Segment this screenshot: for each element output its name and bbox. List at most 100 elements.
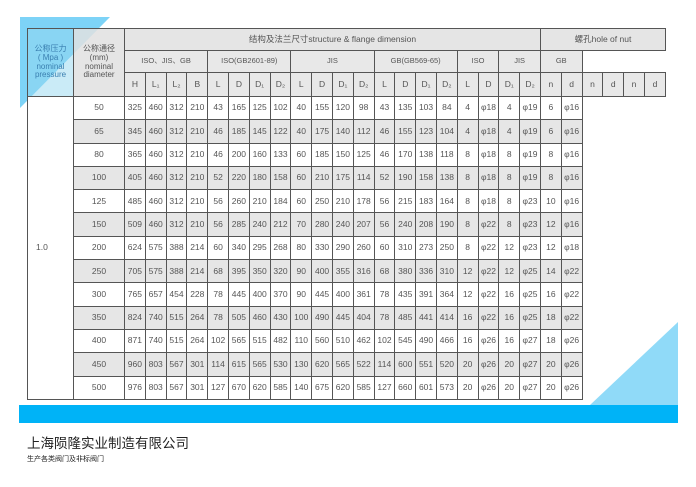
- table-cell: 145: [248, 119, 271, 144]
- table-cell: 600: [394, 352, 417, 377]
- group-header: JIS: [498, 50, 541, 73]
- table-cell: 340: [227, 235, 250, 261]
- table-cell: 110: [290, 328, 313, 354]
- table-cell: 46: [373, 142, 396, 167]
- table-cell: 565: [227, 328, 250, 354]
- table-cell: 551: [415, 352, 437, 377]
- table-cell: 114: [207, 352, 229, 377]
- nominal-diameter-cell: 300: [73, 282, 125, 307]
- table-cell: 405: [124, 165, 146, 191]
- column-header: L: [290, 72, 313, 97]
- table-cell: 705: [124, 259, 146, 284]
- table-cell: 8: [456, 165, 479, 191]
- table-cell: 215: [394, 189, 417, 214]
- table-cell: φ16: [560, 212, 583, 237]
- table-cell: 12: [456, 259, 479, 284]
- table-cell: 16: [456, 328, 479, 354]
- table-cell: 138: [415, 142, 437, 167]
- table-cell: φ18: [560, 235, 583, 261]
- table-cell: 164: [435, 189, 458, 214]
- table-cell: 185: [311, 142, 333, 167]
- table-cell: 615: [227, 352, 250, 377]
- table-cell: 150: [331, 142, 354, 167]
- table-cell: 210: [186, 119, 209, 144]
- table-cell: 264: [186, 305, 209, 330]
- column-header: D: [311, 72, 333, 97]
- table-cell: φ26: [560, 352, 583, 377]
- table-cell: 960: [124, 352, 146, 377]
- header-structure: 结构及法兰尺寸structure & flange dimension: [124, 28, 541, 51]
- table-cell: φ16: [560, 95, 583, 121]
- table-cell: 104: [435, 119, 458, 144]
- table-cell: 155: [394, 119, 417, 144]
- table-cell: 16: [456, 305, 479, 330]
- table-cell: 370: [269, 282, 292, 307]
- table-cell: 46: [373, 119, 396, 144]
- table-cell: 214: [186, 259, 209, 284]
- table-cell: 8: [498, 212, 521, 237]
- table-cell: 460: [144, 165, 167, 191]
- column-header: n: [623, 72, 645, 97]
- table-cell: 657: [144, 282, 167, 307]
- table-cell: 178: [352, 189, 375, 214]
- table-cell: 56: [207, 189, 229, 214]
- table-cell: 20: [539, 352, 562, 377]
- table-cell: 250: [311, 189, 333, 214]
- table-cell: 123: [415, 119, 437, 144]
- table-cell: 60: [207, 235, 229, 261]
- table-cell: 445: [227, 282, 250, 307]
- nominal-diameter-cell: 80: [73, 142, 125, 167]
- table-cell: 312: [165, 95, 188, 121]
- table-cell: 52: [373, 165, 396, 191]
- table-cell: 400: [331, 282, 354, 307]
- table-cell: φ27: [519, 328, 541, 354]
- table-cell: 112: [352, 119, 375, 144]
- table-cell: 414: [435, 305, 458, 330]
- table-cell: φ19: [519, 95, 541, 121]
- table-cell: φ23: [519, 212, 541, 237]
- table-cell: φ26: [477, 352, 500, 377]
- table-cell: 620: [311, 352, 333, 377]
- table-cell: 312: [165, 212, 188, 237]
- table-cell: 68: [373, 259, 396, 284]
- table-cell: 200: [227, 142, 250, 167]
- table-cell: 6: [539, 119, 562, 144]
- table-cell: 803: [144, 375, 167, 400]
- table-cell: 80: [290, 235, 313, 261]
- table-cell: φ22: [560, 305, 583, 330]
- table-cell: 114: [373, 352, 396, 377]
- table-cell: 4: [456, 95, 479, 121]
- table-cell: 620: [248, 375, 271, 400]
- table-cell: 70: [290, 212, 313, 237]
- column-header: D₁: [331, 72, 354, 97]
- table-cell: 290: [331, 235, 354, 261]
- footer-accent-bar: [19, 405, 678, 423]
- table-cell: φ22: [560, 282, 583, 307]
- table-cell: 118: [435, 142, 458, 167]
- table-cell: 210: [248, 189, 271, 214]
- table-cell: 430: [269, 305, 292, 330]
- table-cell: 388: [165, 259, 188, 284]
- table-cell: 60: [290, 189, 313, 214]
- table-cell: 140: [331, 119, 354, 144]
- table-cell: 180: [248, 165, 271, 191]
- table-cell: 210: [186, 165, 209, 191]
- column-header: d: [602, 72, 625, 97]
- table-row: 80 365 460 312 210 46 200 160 133 60 185 150 125 46 17…: [28, 142, 666, 167]
- table-cell: 445: [331, 305, 354, 330]
- table-cell: 60: [373, 235, 396, 261]
- table-cell: φ22: [477, 305, 500, 330]
- table-row: 350 824 740 515 264 78 505 460 430 100 490 445 404 78…: [28, 305, 666, 330]
- nominal-diameter-cell: 200: [73, 235, 125, 261]
- table-row: 100 405 460 312 210 52 220 180 158 60 210 175 114 52 1…: [28, 165, 666, 191]
- table-cell: 482: [269, 328, 292, 354]
- table-cell: φ18: [477, 95, 500, 121]
- table-cell: 620: [331, 375, 354, 400]
- table-cell: 190: [435, 212, 458, 237]
- table-cell: 312: [165, 189, 188, 214]
- table-row: 150 509 460 312 210 56 285 240 212 70 280 240 207 56 2…: [28, 212, 666, 237]
- table-cell: 391: [415, 282, 437, 307]
- table-cell: φ22: [560, 259, 583, 284]
- table-cell: 515: [248, 328, 271, 354]
- table-cell: 466: [435, 328, 458, 354]
